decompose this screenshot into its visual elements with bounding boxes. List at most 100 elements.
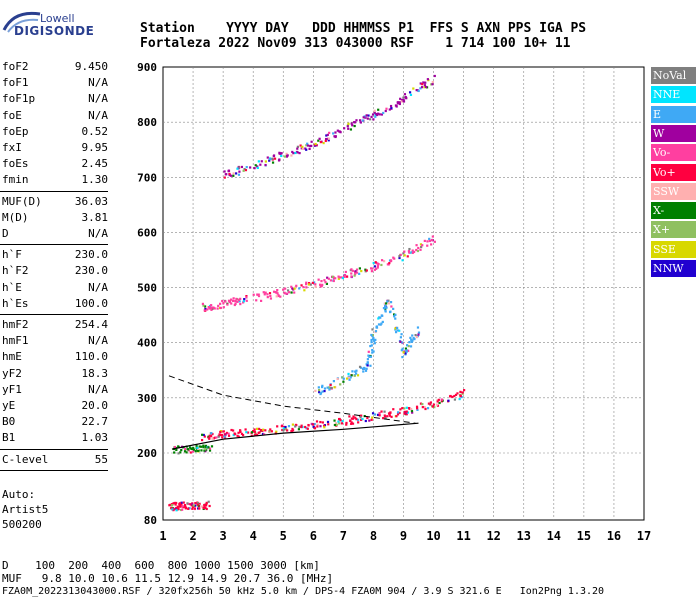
param-value: 9.450 bbox=[74, 60, 108, 73]
echo-point bbox=[230, 298, 233, 301]
echo-point bbox=[210, 308, 213, 311]
echo-point bbox=[373, 339, 376, 342]
grid-lines bbox=[163, 67, 644, 520]
echo-point bbox=[339, 419, 342, 422]
echo-point bbox=[370, 341, 373, 344]
echo-point bbox=[294, 286, 297, 289]
echo-point bbox=[201, 505, 204, 508]
param-row-0: foF2 9.450 bbox=[2, 60, 108, 76]
echo-point bbox=[286, 429, 289, 432]
echo-point bbox=[287, 425, 291, 428]
echo-point bbox=[317, 386, 320, 389]
echo-point bbox=[338, 276, 341, 279]
echo-point bbox=[227, 299, 231, 302]
echo-point bbox=[350, 268, 353, 271]
echo-point bbox=[358, 119, 362, 122]
echo-point bbox=[276, 288, 279, 292]
echo-point bbox=[374, 115, 377, 118]
param-separator bbox=[0, 244, 108, 246]
echo-point bbox=[187, 507, 190, 510]
echo-point bbox=[361, 417, 364, 421]
echo-point bbox=[372, 336, 375, 340]
echo-point bbox=[235, 297, 238, 301]
echo-point bbox=[413, 337, 416, 341]
echo-point bbox=[285, 152, 288, 155]
param-separator bbox=[0, 190, 108, 192]
echo-point bbox=[313, 422, 316, 426]
echo-point bbox=[394, 331, 398, 334]
echo-point bbox=[232, 433, 235, 437]
echo-point bbox=[325, 134, 328, 137]
echo-point bbox=[361, 119, 364, 122]
echo-point bbox=[410, 407, 413, 411]
echo-point bbox=[423, 239, 426, 242]
echo-point bbox=[235, 172, 238, 175]
echo-point bbox=[204, 307, 207, 311]
x-tick-label: 14 bbox=[547, 529, 561, 543]
echo-point bbox=[307, 281, 311, 285]
echo-point bbox=[323, 389, 326, 393]
legend-item-noval: NoVal bbox=[651, 67, 696, 84]
echo-point bbox=[378, 414, 381, 417]
echo-point bbox=[396, 413, 400, 416]
echo-point bbox=[409, 93, 413, 97]
echo-point bbox=[347, 127, 350, 130]
echo-point bbox=[370, 333, 373, 337]
echo-point bbox=[300, 425, 303, 429]
echo-point bbox=[237, 431, 240, 434]
logo-swoosh-icon bbox=[2, 11, 41, 33]
echo-point bbox=[359, 121, 362, 124]
echo-point bbox=[376, 113, 379, 117]
echo-point bbox=[389, 310, 392, 313]
echo-point bbox=[306, 142, 309, 145]
echo-point bbox=[419, 402, 423, 405]
echo-point bbox=[426, 78, 429, 81]
echo-point bbox=[207, 305, 210, 309]
echo-point bbox=[186, 502, 189, 505]
param-value: 9.95 bbox=[81, 141, 109, 154]
param-value: 1.30 bbox=[81, 173, 109, 187]
echo-point bbox=[408, 247, 411, 251]
echo-point bbox=[294, 425, 297, 428]
echo-point bbox=[366, 117, 369, 120]
echo-point bbox=[295, 150, 299, 154]
param-row-12: h`F2 230.0 bbox=[2, 264, 108, 280]
echo-point bbox=[384, 304, 387, 308]
echo-point bbox=[275, 291, 278, 294]
echo-point bbox=[313, 427, 317, 430]
echo-point bbox=[242, 301, 245, 304]
param-row-1: foF1 N/A bbox=[2, 76, 108, 92]
echo-point bbox=[341, 376, 344, 379]
echo-point bbox=[350, 421, 353, 424]
echo-point bbox=[433, 240, 436, 243]
echo-point bbox=[326, 133, 329, 136]
echo-point bbox=[370, 418, 373, 421]
echo-point bbox=[332, 132, 335, 135]
echo-point bbox=[318, 391, 321, 394]
echo-point bbox=[404, 347, 408, 350]
echo-point bbox=[332, 279, 335, 283]
echo-point bbox=[280, 425, 283, 428]
echo-point bbox=[398, 411, 401, 415]
echo-point bbox=[188, 507, 191, 510]
echo-point bbox=[408, 91, 412, 94]
echo-point bbox=[373, 342, 376, 345]
echo-point bbox=[207, 446, 210, 449]
echo-point bbox=[387, 302, 391, 305]
echo-point bbox=[323, 424, 326, 427]
param-value: N/A bbox=[88, 76, 108, 90]
echo-point bbox=[400, 333, 403, 336]
echo-point bbox=[376, 265, 379, 268]
x-tick-labels: 1 2 3 4 5 6 7 8 9 10 11 12 13 14 15 16 17 bbox=[159, 529, 651, 543]
echo-point bbox=[377, 108, 380, 111]
echo-point bbox=[264, 163, 267, 167]
param-value: N/A bbox=[88, 227, 108, 240]
echo-point bbox=[385, 306, 388, 309]
y-tick-label: 300 bbox=[137, 392, 157, 405]
echo-point bbox=[408, 251, 411, 254]
echo-point bbox=[198, 507, 201, 510]
echo-point bbox=[340, 422, 344, 425]
note-code: 500200 bbox=[2, 518, 42, 531]
echo-point bbox=[209, 306, 212, 309]
param-row-5: fxI 9.95 bbox=[2, 141, 108, 157]
